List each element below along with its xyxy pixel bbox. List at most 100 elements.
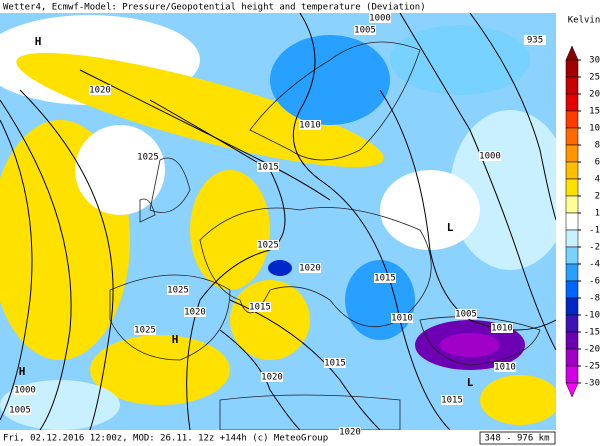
isobar-label-bg <box>479 151 501 161</box>
isobar-label-bg <box>261 372 283 382</box>
colorbar-tick-label: 15 <box>589 107 600 117</box>
isobar-label-bg <box>184 307 206 317</box>
footer-bar <box>0 430 612 446</box>
map-title: Wetter4, Ecmwf-Model: Pressure/Geopotent… <box>3 3 426 13</box>
isobar-label: 1020 <box>89 86 111 96</box>
isobar-label-bg <box>455 309 477 319</box>
isobar-label-bg <box>9 405 31 415</box>
colorbar-tick-label: -1 <box>589 226 600 236</box>
colorbar-tick-label: -2 <box>589 243 600 253</box>
isobar-label: 1015 <box>441 396 463 406</box>
colorbar-segment <box>565 110 579 129</box>
isobar-label: 1000 <box>369 14 391 24</box>
colorbar-tick-label: -25 <box>584 362 600 372</box>
isobar-label: 1025 <box>257 241 279 251</box>
isobar-label-bg <box>89 85 111 95</box>
isobar-label-bg <box>299 263 321 273</box>
colorbar-segment <box>565 212 579 231</box>
pressure-center: L <box>467 376 474 389</box>
isobar-label-bg <box>299 120 321 130</box>
isobar-label-bg <box>494 362 516 372</box>
pressure-center: H <box>35 35 42 48</box>
colorbar-cap <box>565 382 579 398</box>
isobar-label: 1005 <box>9 406 31 416</box>
colorbar-tick-label: 30 <box>589 56 600 66</box>
pressure-center: L <box>447 221 454 234</box>
colorbar-segment <box>565 144 579 163</box>
colorbar-tick-label: -15 <box>584 328 600 338</box>
colorbar-tick-label: 25 <box>589 73 600 83</box>
isobar-label-bg <box>339 427 361 437</box>
isobar-label-bg <box>324 358 346 368</box>
isobar-label-bg <box>167 285 189 295</box>
colorbar-segment <box>565 229 579 248</box>
colorbar-tick-label: -10 <box>584 311 600 321</box>
colorbar-segment <box>565 348 579 367</box>
colorbar-segment <box>565 246 579 265</box>
colorbar-segment <box>565 280 579 299</box>
isobar-label: 1015 <box>249 303 271 313</box>
isobar-label: 1000 <box>14 386 36 396</box>
colorbar-tick-label: -30 <box>584 379 600 389</box>
isobar-label-bg <box>134 325 156 335</box>
colorbar-segment <box>565 178 579 197</box>
isobar-label-bg <box>391 313 413 323</box>
colorbar-segment <box>565 314 579 333</box>
isobar-label: 1020 <box>339 428 361 438</box>
colorbar-segment <box>565 59 579 78</box>
isobar-label: 935 <box>527 36 543 46</box>
colorbar-tick-label: 1 <box>595 209 600 219</box>
isobar-label-bg <box>249 302 271 312</box>
legend-panel <box>556 13 612 430</box>
isobar-label-bg <box>374 273 396 283</box>
colorbar-segment <box>565 93 579 112</box>
pressure-center: H <box>19 365 26 378</box>
isobar-label-bg <box>257 162 279 172</box>
isobar-label: 1005 <box>455 310 477 320</box>
colorbar-segment <box>565 365 579 384</box>
isobar-label: 1020 <box>261 373 283 383</box>
colorbar-segment <box>565 195 579 214</box>
colorbar-segment <box>565 331 579 350</box>
scale-text: 348 - 976 km <box>484 434 549 444</box>
isobar-label: 1015 <box>257 163 279 173</box>
colorbar-tick-label: -8 <box>589 294 600 304</box>
colorbar-tick-label: 2 <box>595 192 600 202</box>
colorbar-tick-label: 8 <box>595 141 600 151</box>
colorbar-segment <box>565 297 579 316</box>
legend-title: Kelvin <box>568 16 601 26</box>
isobar-label: 1010 <box>494 363 516 373</box>
colorbar-tick-label: -6 <box>589 277 600 287</box>
colorbar-tick-label: 20 <box>589 90 600 100</box>
isobar-label: 1010 <box>299 121 321 131</box>
isobar-label: 1000 <box>479 152 501 162</box>
isobar-label: 1010 <box>391 314 413 324</box>
isobar-label-bg <box>14 385 36 395</box>
footer-run: Fri, 02.12.2016 12:00z, MOD: 26.11. 12z … <box>3 434 328 444</box>
isobar-label: 1005 <box>354 26 376 36</box>
pressure-center: H <box>172 333 179 346</box>
colorbar-tick-label: -20 <box>584 345 600 355</box>
isobar-label-bg <box>137 152 159 162</box>
colorbar-tick-label: 10 <box>589 124 600 134</box>
temperature-field <box>0 13 570 430</box>
isobar-label: 1010 <box>491 324 513 334</box>
isobar-label: 1015 <box>374 274 396 284</box>
title-bar <box>0 0 612 13</box>
isobar-label: 1015 <box>324 359 346 369</box>
colorbar-tick-label: 6 <box>595 158 600 168</box>
isobar-label-bg <box>491 323 513 333</box>
colorbar-segment <box>565 263 579 282</box>
scale-box <box>479 431 556 445</box>
isobar-label: 1025 <box>167 286 189 296</box>
colorbar-segment <box>565 76 579 95</box>
colorbar-tick-label: 4 <box>595 175 600 185</box>
colorbar-segment <box>565 127 579 146</box>
isobar-label-bg <box>354 25 376 35</box>
isobar-label: 1025 <box>134 326 156 336</box>
colorbar-tick-label: -4 <box>589 260 600 270</box>
isobar-label-bg <box>441 395 463 405</box>
isobar-label-bg <box>524 35 546 45</box>
isobar-label-bg <box>257 240 279 250</box>
